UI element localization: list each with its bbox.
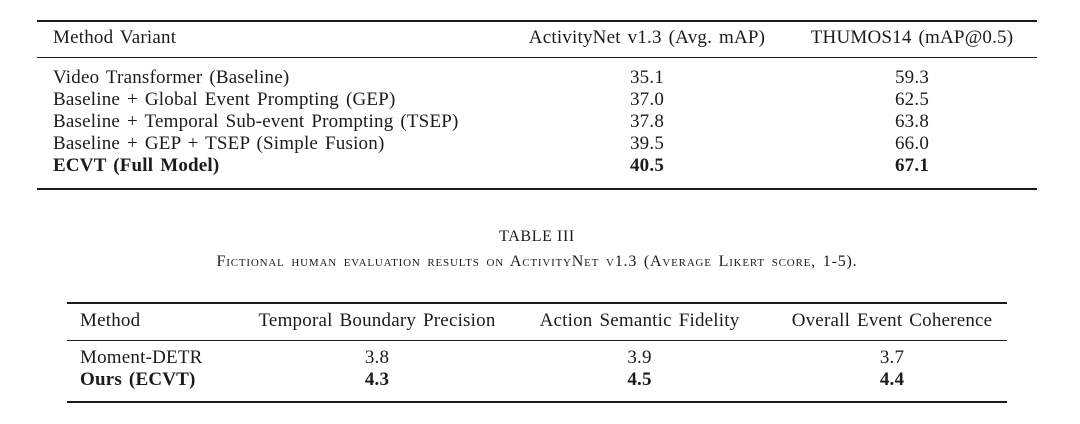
table-caption: TABLE III Fictional human evaluation res… [67, 226, 1007, 273]
ablation-results-table: Method Variant ActivityNet v1.3 (Avg. mAP… [37, 20, 1037, 190]
value-cell: 35.1 [629, 67, 665, 88]
method-cell: Ours (ECVT) [80, 369, 196, 390]
value-cell: 40.5 [629, 155, 665, 176]
column-header: Method Variant [37, 21, 487, 58]
table-row: Baseline + GEP + TSEP (Simple Fusion) 39.… [37, 133, 1037, 155]
ablation-table-header: Method Variant ActivityNet v1.3 (Avg. mAP… [37, 21, 1037, 58]
column-header: Temporal Boundary Precision [252, 303, 502, 341]
table-caption-text: Fictional human evaluation results on Ac… [216, 253, 858, 270]
value-cell: 4.3 [364, 369, 390, 390]
value-cell: 37.0 [629, 89, 665, 110]
table-row: ECVT (Full Model) 40.5 67.1 [37, 155, 1037, 189]
value-cell: 59.3 [894, 67, 930, 88]
value-cell: 66.0 [894, 133, 930, 154]
value-cell: 4.4 [879, 369, 905, 390]
table-row: Baseline + Global Event Prompting (GEP) 3… [37, 89, 1037, 111]
table-row: Baseline + Temporal Sub-event Prompting … [37, 111, 1037, 133]
value-cell: 4.5 [627, 369, 652, 390]
table-row: Video Transformer (Baseline) 35.1 59.3 [37, 58, 1037, 90]
value-cell: 37.8 [629, 111, 665, 132]
method-cell: Baseline + Global Event Prompting (GEP) [53, 89, 396, 110]
human-eval-table-header: Method Temporal Boundary Precision Action … [67, 303, 1007, 341]
value-cell: 62.5 [894, 89, 930, 110]
method-cell: Video Transformer (Baseline) [53, 67, 290, 88]
column-header: ActivityNet v1.3 (Avg. mAP) [487, 21, 807, 58]
ablation-table-body: Video Transformer (Baseline) 35.1 59.3 Base… [37, 58, 1037, 190]
human-evaluation-table: Method Temporal Boundary Precision Action … [67, 302, 1007, 403]
column-header: Method [67, 303, 252, 341]
header-row: Method Temporal Boundary Precision Action … [67, 303, 1007, 341]
column-header: THUMOS14 (mAP@0.5) [807, 21, 1037, 58]
value-cell: 63.8 [894, 111, 930, 132]
value-cell: 67.1 [894, 155, 930, 176]
method-cell: ECVT (Full Model) [53, 155, 220, 176]
method-cell: Moment-DETR [80, 347, 203, 368]
human-eval-table-body: Moment-DETR 3.8 3.9 3.7 Ours (ECVT) 4.3 4.5 4.4 [67, 341, 1007, 403]
header-row: Method Variant ActivityNet v1.3 (Avg. mAP… [37, 21, 1037, 58]
value-cell: 3.9 [627, 347, 652, 368]
method-cell: Baseline + GEP + TSEP (Simple Fusion) [53, 133, 385, 154]
table-caption-label: TABLE III [499, 228, 575, 245]
value-cell: 3.8 [364, 347, 390, 368]
column-header: Action Semantic Fidelity [502, 303, 777, 341]
table-row: Ours (ECVT) 4.3 4.5 4.4 [67, 369, 1007, 402]
value-cell: 3.7 [879, 347, 905, 368]
table-row: Moment-DETR 3.8 3.9 3.7 [67, 341, 1007, 370]
method-cell: Baseline + Temporal Sub-event Prompting … [53, 111, 459, 132]
column-header: Overall Event Coherence [777, 303, 1007, 341]
value-cell: 39.5 [629, 133, 665, 154]
